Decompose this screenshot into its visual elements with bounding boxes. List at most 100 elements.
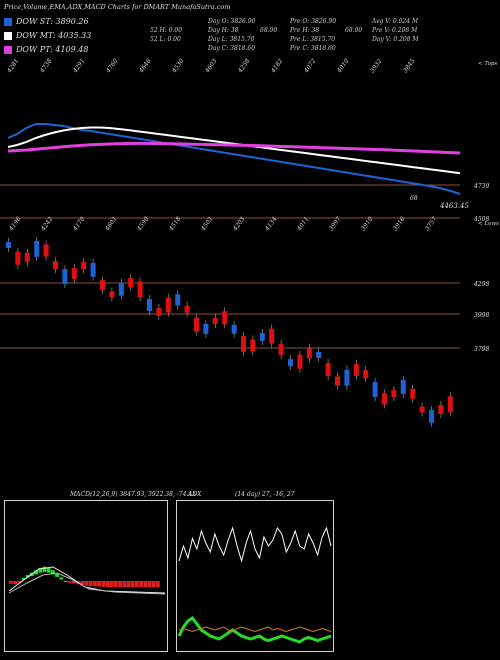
top-tick-label: 3845: [402, 57, 417, 74]
macd-bar: [42, 566, 47, 572]
candle: [147, 299, 152, 312]
legend-label-mt: DOW MT: 4035.33: [16, 31, 92, 40]
stat-52-low: 52 L: 0.00: [150, 36, 181, 43]
macd-bar: [105, 581, 110, 588]
macd-bar: [63, 581, 68, 582]
legend-swatch-magenta: [4, 45, 12, 54]
lows-label: < Lows: [478, 221, 499, 227]
stat-pre-low: Pre L: 3815.70: [290, 36, 336, 43]
macd-title: MACD:: [70, 491, 92, 498]
candle: [269, 328, 275, 344]
macd-bar: [139, 581, 143, 588]
adx-line-2: [177, 615, 332, 644]
macd-bar: [97, 581, 101, 587]
stat-pre-close: Pre C: 3818.60: [290, 45, 336, 52]
candle: [297, 354, 303, 369]
small-label: 68: [410, 195, 418, 202]
adx-line-1: [178, 526, 332, 563]
macd-bar: [109, 581, 114, 588]
candle: [419, 406, 425, 413]
macd-bar: [72, 581, 76, 584]
price-top-label: 4463.45: [439, 202, 469, 210]
candle: [278, 343, 284, 355]
top-tick-label: 4530: [170, 57, 185, 74]
candle: [62, 269, 68, 285]
macd-chart: [4, 500, 168, 652]
adx-params: (14 day) 27, -16, 27: [235, 491, 295, 498]
macd-bar: [51, 570, 55, 575]
price-chart: 4739 4508 4298 3998 3798 4281 4738 4291 4760 4646…: [0, 57, 499, 427]
candle: [212, 318, 218, 325]
macd-bar: [80, 581, 85, 585]
stat-pre-high-suffix: 68.00: [345, 27, 363, 34]
candle: [100, 280, 105, 291]
top-tick-label: 4258: [236, 57, 251, 74]
top-tick-label: 3932: [369, 57, 384, 74]
top-tick-label: 4603: [203, 57, 218, 74]
ema-line-3: [7, 141, 461, 155]
macd-bar: [13, 581, 17, 585]
stat-day-open: Day O: 3826.90: [208, 18, 256, 25]
legend-dow-mt: DOW MT: 4035.33: [4, 31, 91, 40]
candle: [353, 363, 359, 376]
top-tick-label: 4291: [71, 58, 86, 75]
stat-day-volume: Day V: 0.208 M: [372, 36, 419, 43]
candle: [429, 409, 434, 423]
candle: [184, 305, 190, 313]
candle: [128, 278, 134, 288]
candle: [382, 393, 387, 405]
legend-swatch-white: [4, 31, 12, 40]
candle: [306, 348, 312, 359]
stat-avg-volume: Avg V: 0.024 M: [372, 18, 419, 25]
candle: [222, 311, 228, 325]
stat-52-high: 52 H: 0.00: [150, 27, 183, 34]
macd-bar: [118, 581, 122, 588]
candle: [363, 370, 369, 379]
stat-pre-open: Pre O: 3826.90: [290, 18, 337, 25]
stat-day-high-suffix: 68.00: [260, 27, 278, 34]
candle: [400, 379, 406, 394]
macd-bar: [38, 567, 43, 573]
macd-bar: [25, 575, 30, 578]
candle: [335, 376, 340, 386]
candle: [372, 382, 378, 398]
legend-label-st: DOW ST: 3890.26: [16, 17, 89, 26]
macd-bar: [147, 581, 152, 588]
level-label: 3798: [474, 346, 489, 353]
top-tick-label: 4760: [104, 57, 119, 74]
stat-day-low: Day L: 3815.70: [208, 36, 255, 43]
top-tick-label: 4646: [137, 57, 152, 74]
top-tick-label: 4182: [269, 57, 284, 74]
legend-label-pt: DOW PT: 4109.48: [16, 45, 89, 54]
macd-bar: [156, 581, 160, 588]
candle: [90, 262, 96, 277]
macd-signal-line: [8, 572, 166, 595]
macd-bar: [21, 578, 26, 580]
candle: [325, 363, 331, 377]
candle: [175, 294, 181, 306]
macd-bar: [34, 570, 38, 575]
candle: [156, 307, 162, 316]
macd-bar: [130, 581, 135, 588]
candle: [203, 323, 209, 334]
stat-pre-volume: Pre V: 0.208 M: [372, 27, 418, 34]
candle: [118, 282, 124, 296]
candle: [410, 388, 416, 399]
candle: [15, 251, 21, 265]
macd-bar: [135, 581, 139, 588]
candle: [447, 396, 453, 413]
top-tick-label: 4738: [38, 57, 53, 74]
candle: [81, 262, 87, 270]
candle: [43, 244, 49, 257]
stat-day-high: Day H: 38: [208, 27, 239, 34]
candle: [391, 390, 397, 398]
level-label: 4298: [473, 281, 489, 288]
macd-bar: [46, 567, 51, 573]
candle: [288, 359, 293, 367]
candle: [24, 252, 30, 262]
macd-bar: [122, 581, 127, 588]
candle: [241, 335, 246, 352]
macd-bar: [17, 581, 22, 584]
macd-bar: [67, 581, 72, 583]
level-label: 4508: [473, 216, 489, 223]
